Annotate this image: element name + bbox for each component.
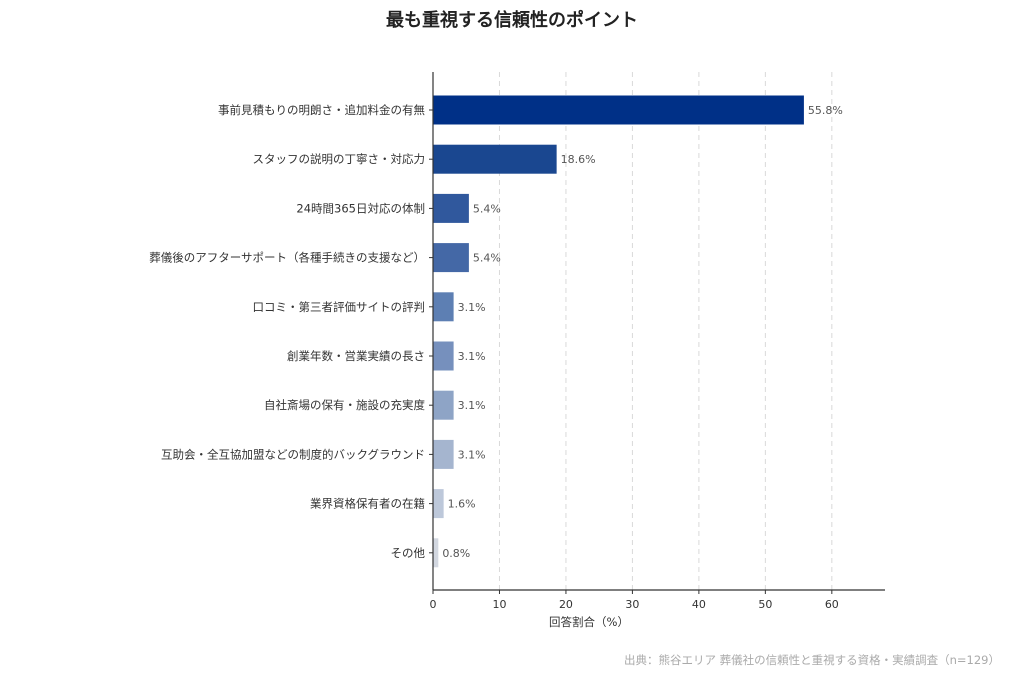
x-tick-label: 0	[430, 598, 437, 611]
bar	[433, 390, 454, 420]
labels: 事前見積もりの明朗さ・追加料金の有無 55.8% スタッフの説明の丁寧さ・対応力 18…	[149, 103, 843, 560]
value-label: 5.4%	[473, 252, 501, 265]
bars	[433, 95, 804, 568]
x-tick-label: 20	[559, 598, 573, 611]
source-note: 出典：熊谷エリア 葬儀社の信頼性と重視する資格・実績調査（n=129）	[623, 653, 1000, 667]
x-tick-label: 30	[625, 598, 639, 611]
x-tick-label: 40	[692, 598, 706, 611]
x-axis-title: 回答割合（%）	[549, 615, 629, 629]
bar	[433, 341, 454, 371]
category-label: 業界資格保有者の在籍	[310, 497, 425, 511]
value-label: 18.6%	[561, 153, 596, 166]
bar	[433, 144, 557, 174]
bar	[433, 193, 469, 223]
value-label: 5.4%	[473, 202, 501, 215]
bar	[433, 292, 454, 322]
axes: 0 10 20 30 40 50 60 回答割合（%）	[429, 72, 885, 629]
category-label: 自社斎場の保有・施設の充実度	[264, 398, 425, 412]
category-label: 創業年数・営業実績の長さ	[287, 349, 425, 363]
x-tick-label: 60	[825, 598, 839, 611]
value-label: 1.6%	[448, 498, 476, 511]
category-label: 互助会・全互協加盟などの制度的バックグラウンド	[161, 447, 425, 461]
value-label: 3.1%	[458, 448, 486, 461]
category-label: その他	[391, 546, 426, 560]
value-label: 3.1%	[458, 350, 486, 363]
category-label: スタッフの説明の丁寧さ・対応力	[253, 152, 426, 166]
value-label: 3.1%	[458, 301, 486, 314]
value-label: 3.1%	[458, 399, 486, 412]
bar	[433, 243, 469, 273]
category-label: 葬儀後のアフターサポート（各種手続きの支援など）	[149, 251, 425, 265]
category-label: 24時間365日対応の体制	[296, 201, 425, 215]
chart-title: 最も重視する信頼性のポイント	[386, 10, 638, 31]
x-tick-label: 10	[492, 598, 506, 611]
category-label: 事前見積もりの明朗さ・追加料金の有無	[218, 103, 425, 117]
bar	[433, 489, 444, 519]
x-tick-label: 50	[758, 598, 772, 611]
bar	[433, 95, 804, 125]
category-label: 口コミ・第三者評価サイトの評判	[253, 300, 426, 314]
value-label: 55.8%	[808, 104, 843, 117]
bar	[433, 538, 439, 568]
value-label: 0.8%	[442, 547, 470, 560]
bar	[433, 439, 454, 469]
